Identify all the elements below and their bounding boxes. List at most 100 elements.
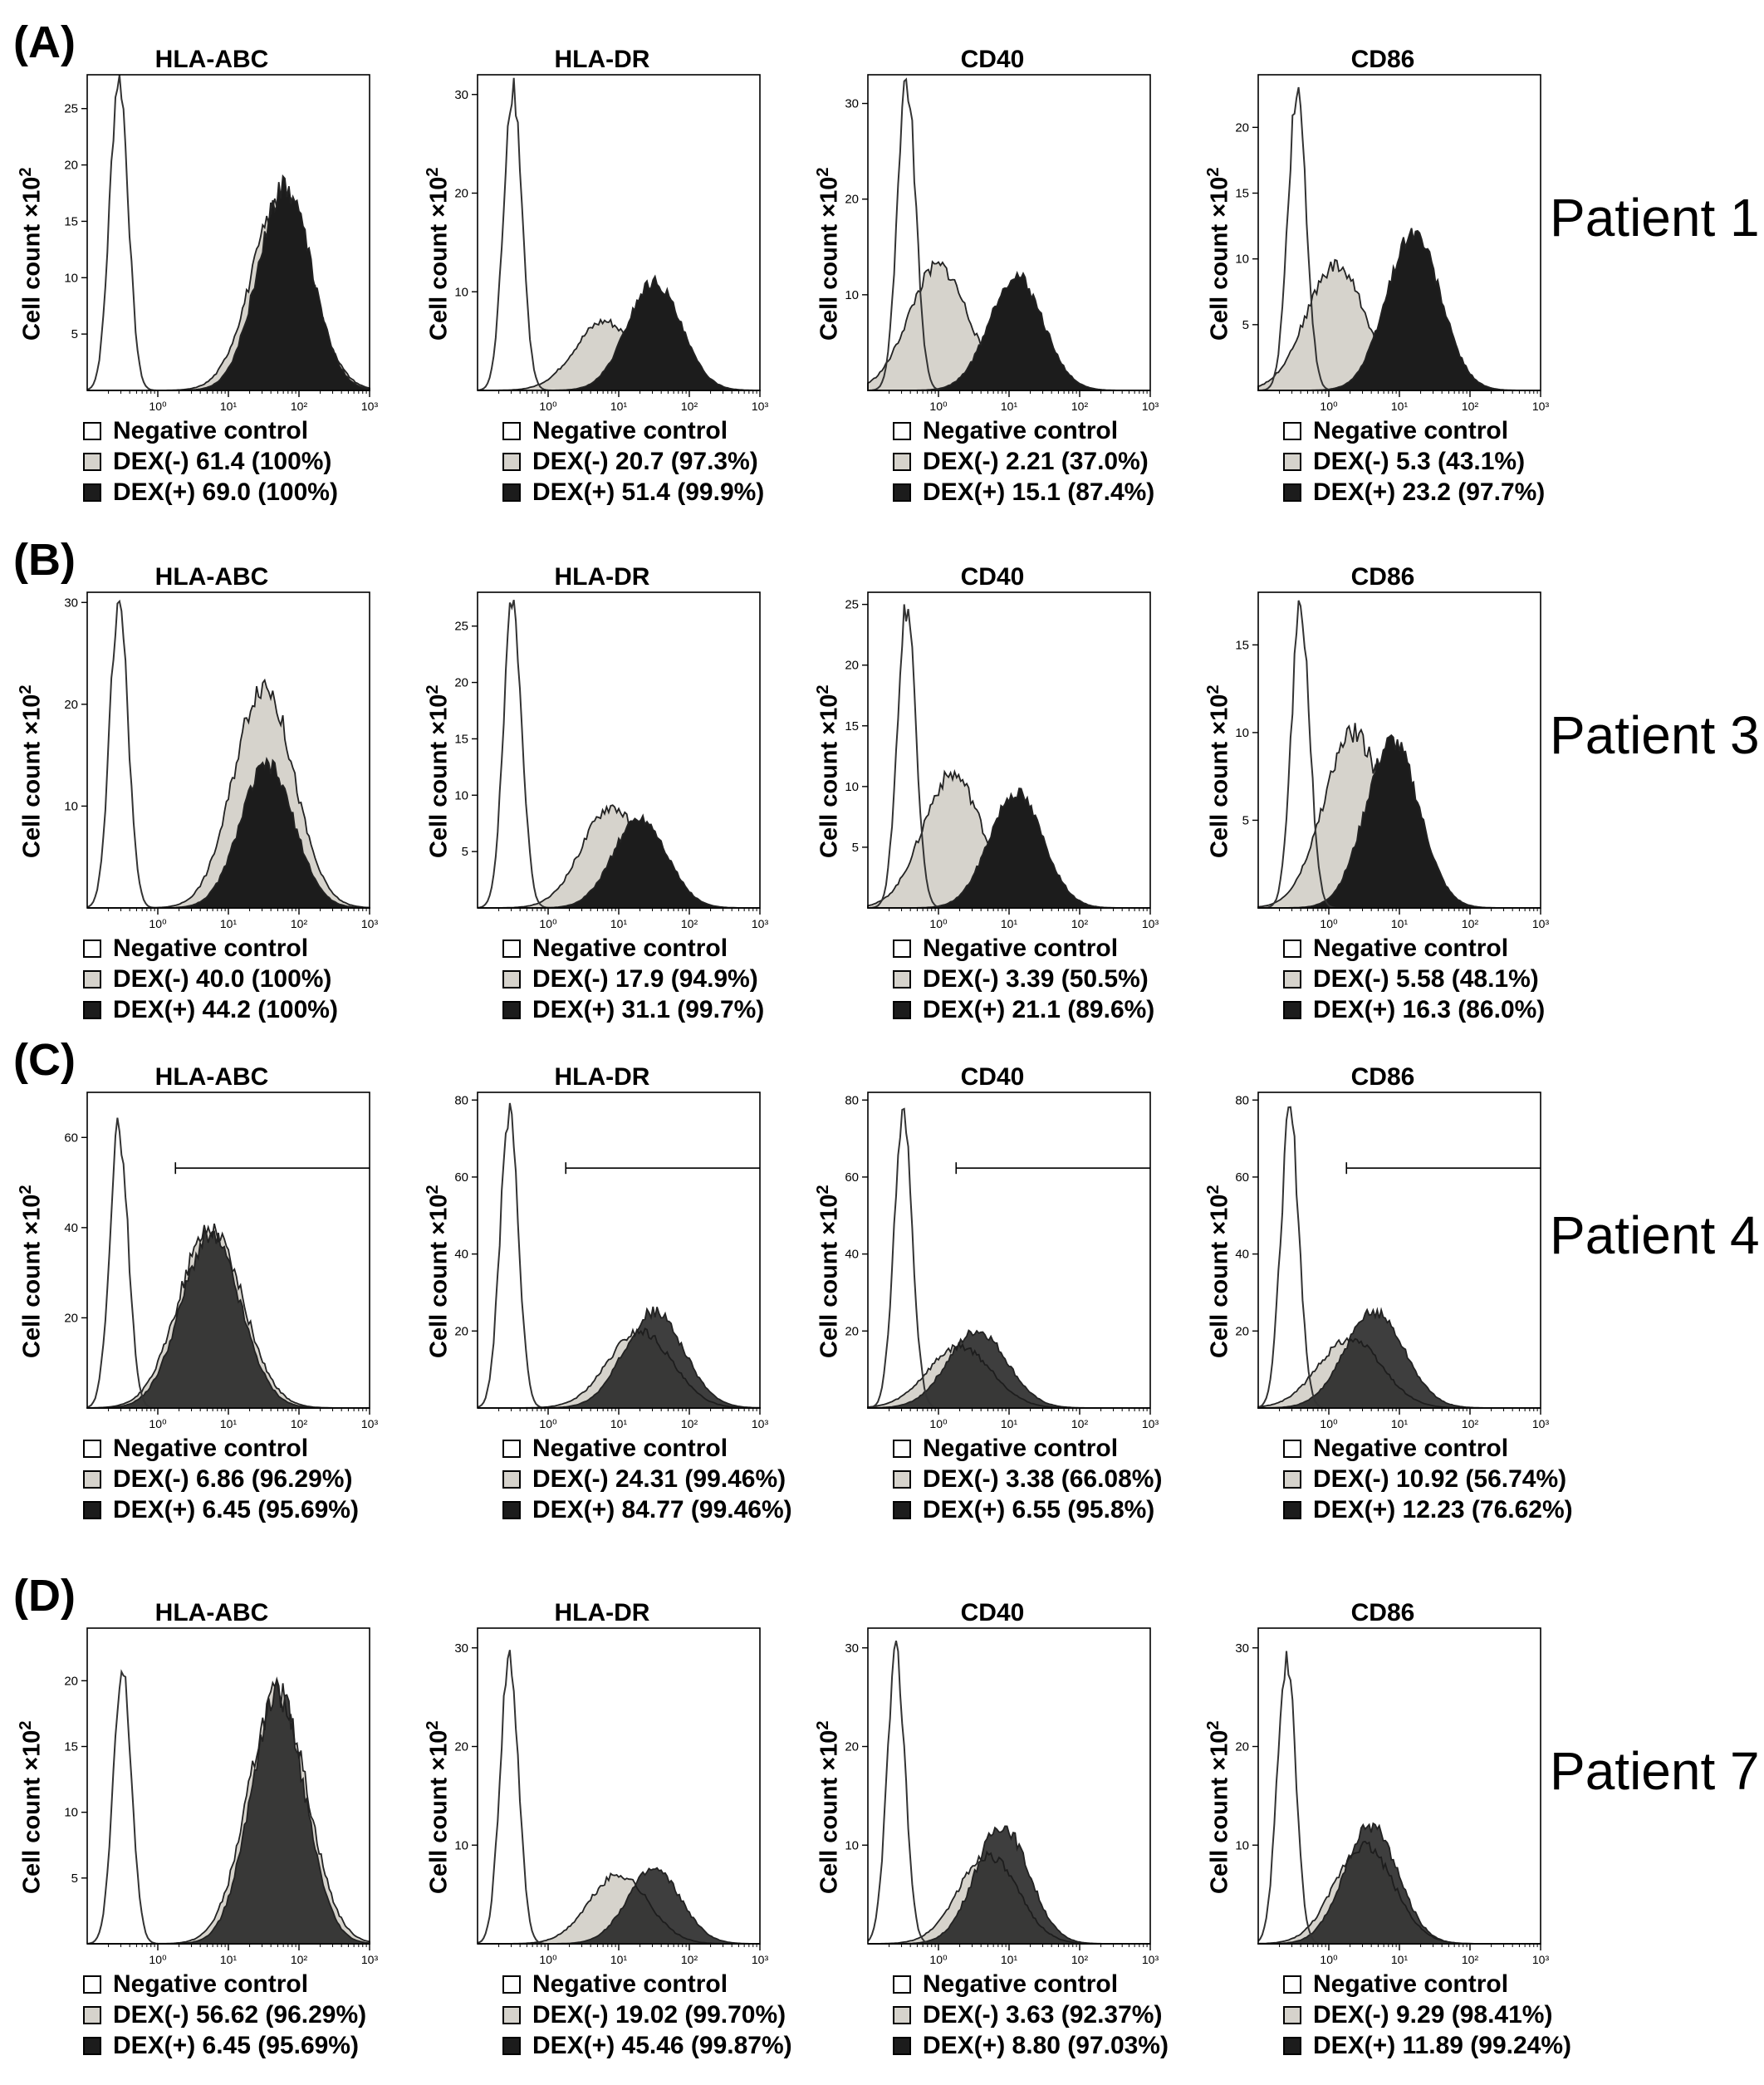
legend-text-negative-control: Negative control [113,935,309,962]
y-tick-label: 10 [845,1838,859,1852]
legend-swatch-negative-control [502,421,521,440]
histogram-plot: 20 40 60 80 10⁰ 10¹ 10² 10³ [1235,1092,1549,1430]
x-tick-label: 10¹ [1001,1417,1018,1430]
legend-swatch-dex-plus [893,1000,911,1019]
histogram-plot: 10 20 30 10⁰ 10¹ 10² 10³ [1235,1627,1549,1966]
x-tick-label: 10³ [1532,400,1550,413]
marker-title: HLA-DR [554,563,650,591]
x-tick-label: 10² [291,917,308,930]
x-tick-label: 10² [1462,400,1479,413]
histogram-panel-cd86: CD86 Cell count ×102 5 10 15 10⁰ 10¹ 10² 10³ Nega… [1171,534,1561,1049]
legend: Negative control DEX(-) 17.9 (94.9%) DEX(+… [502,933,764,1025]
y-tick-label: 20 [64,698,78,712]
x-tick-label: 10³ [1142,1953,1159,1966]
x-tick-label: 10¹ [220,400,238,413]
x-tick-label: 10¹ [1391,1953,1409,1966]
legend-text-dex-minus: DEX(-) 17.9 (94.9%) [532,965,758,993]
x-tick-label: 10⁰ [1320,400,1338,413]
x-tick-label: 10² [681,1417,698,1430]
legend-item-dex-minus: DEX(-) 61.4 (100%) [83,446,338,477]
legend-text-dex-minus: DEX(-) 61.4 (100%) [113,448,332,475]
legend-swatch-dex-minus [83,969,101,989]
histogram-panel-cd40: CD40 Cell count ×102 10 20 30 10⁰ 10¹ 10² 10³ Neg… [781,17,1171,532]
marker-title: CD40 [960,46,1025,73]
y-tick-label: 20 [64,159,78,173]
legend-item-negative-control: Negative control [502,1433,792,1464]
legend: Negative control DEX(-) 40.0 (100%) DEX(+)… [83,933,338,1025]
legend-text-negative-control: Negative control [113,417,309,444]
histogram-plot: 5 10 15 10⁰ 10¹ 10² 10³ [1235,591,1549,930]
y-tick-label: 5 [71,327,78,341]
gate-marker [565,1162,760,1175]
marker-title: CD40 [960,1599,1025,1626]
legend-text-dex-plus: DEX(+) 84.77 (99.46%) [532,1496,792,1523]
legend-item-dex-plus: DEX(+) 16.3 (86.0%) [1283,994,1545,1025]
marker-title: CD86 [1350,1599,1415,1626]
histogram-plot: 10 20 30 10⁰ 10¹ 10² 10³ [845,74,1159,413]
x-tick-label: 10² [1071,1953,1089,1966]
legend-swatch-dex-minus [83,2005,101,2024]
x-tick-label: 10¹ [1391,917,1409,930]
legend-swatch-dex-minus [1283,452,1301,471]
legend-text-dex-plus: DEX(+) 31.1 (99.7%) [532,996,765,1023]
y-tick-label: 60 [64,1131,78,1145]
x-tick-label: 10² [1462,1953,1479,1966]
y-tick-label: 10 [454,1838,468,1852]
y-tick-label: 20 [64,1674,78,1688]
y-tick-label: 30 [1235,1641,1249,1656]
histogram-panel-cd86: CD86 Cell count ×102 10 20 30 10⁰ 10¹ 10² 10³ Neg… [1171,1570,1571,2085]
legend-item-dex-plus: DEX(+) 8.80 (97.03%) [893,2030,1169,2061]
marker-title: CD40 [960,1063,1025,1091]
x-tick-label: 10¹ [610,400,628,413]
legend-swatch-negative-control [893,939,911,958]
legend-swatch-dex-minus [1283,969,1301,989]
x-tick-label: 10¹ [610,1953,628,1966]
legend-text-negative-control: Negative control [532,935,728,962]
histogram-panel-cd40: CD40 Cell count ×102 20 40 60 80 10⁰ 10¹ 10² 10³ N… [781,1034,1171,1549]
histogram-plot: 10 20 30 10⁰ 10¹ 10² 10³ [845,1627,1159,1966]
legend-item-dex-minus: DEX(-) 40.0 (100%) [83,964,338,994]
marker-title: HLA-ABC [154,46,269,73]
legend-item-negative-control: Negative control [893,415,1154,446]
marker-title: HLA-ABC [154,1063,269,1091]
y-tick-label: 5 [1242,318,1249,332]
y-tick-label: 20 [454,1324,468,1338]
y-tick-label: 25 [454,620,468,634]
legend-item-negative-control: Negative control [893,1433,1162,1464]
patient-label: Patient 4 [1550,1205,1760,1265]
y-tick-label: 20 [1235,120,1249,135]
y-tick-label: 15 [845,719,859,733]
marker-title: CD86 [1350,563,1415,591]
x-tick-label: 10² [1071,917,1089,930]
legend-swatch-dex-plus [1283,483,1301,502]
legend-item-dex-minus: DEX(-) 2.21 (37.0%) [893,446,1154,477]
legend-swatch-dex-plus [893,483,911,502]
legend-swatch-dex-minus [893,1469,911,1489]
legend-text-dex-minus: DEX(-) 40.0 (100%) [113,965,332,993]
x-tick-label: 10² [1071,1417,1089,1430]
legend-item-dex-minus: DEX(-) 3.39 (50.5%) [893,964,1154,994]
dex-plus-histogram [868,1825,1150,1945]
histogram-plot: 5 10 15 20 25 10⁰ 10¹ 10² 10³ [845,591,1159,930]
legend-swatch-negative-control [1283,421,1301,440]
histogram-plot: 5 10 15 20 25 10⁰ 10¹ 10² 10³ [454,591,768,930]
x-tick-label: 10⁰ [149,917,167,930]
legend: Negative control DEX(-) 5.58 (48.1%) DEX(+… [1283,933,1545,1025]
legend-text-dex-plus: DEX(+) 45.46 (99.87%) [532,2032,792,2059]
legend-swatch-dex-plus [1283,1000,1301,1019]
legend-swatch-dex-minus [502,2005,521,2024]
patient-label: Patient 1 [1550,188,1760,248]
y-tick-label: 10 [845,288,859,302]
y-tick-label: 10 [64,799,78,813]
legend-text-dex-minus: DEX(-) 3.63 (92.37%) [923,2001,1163,2029]
y-tick-label: 20 [454,676,468,690]
y-tick-label: 20 [64,1311,78,1325]
y-tick-label: 20 [1235,1324,1249,1338]
legend-text-dex-plus: DEX(+) 12.23 (76.62%) [1313,1496,1573,1523]
legend-item-dex-minus: DEX(-) 9.29 (98.41%) [1283,1999,1571,2030]
legend-text-dex-minus: DEX(-) 5.58 (48.1%) [1313,965,1539,993]
legend-item-dex-plus: DEX(+) 6.45 (95.69%) [83,2030,366,2061]
legend-swatch-dex-minus [83,452,101,471]
legend: Negative control DEX(-) 19.02 (99.70%) DEX… [502,1969,792,2061]
histogram-panel-cd40: CD40 Cell count ×102 10 20 30 10⁰ 10¹ 10² 10³ Neg… [781,1570,1171,2085]
